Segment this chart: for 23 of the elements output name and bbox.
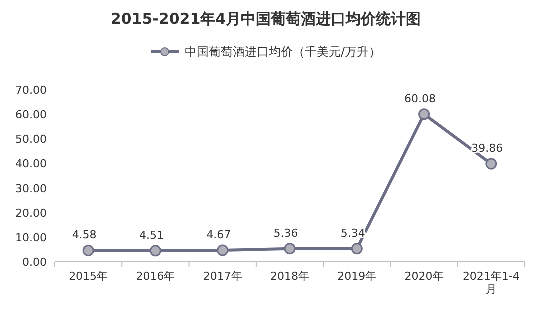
data-label: 60.08 bbox=[404, 92, 436, 106]
xtick: 2015年 bbox=[69, 270, 108, 283]
ytick: 40.00 bbox=[16, 158, 47, 171]
ytick: 30.00 bbox=[16, 182, 47, 196]
ytick: 50.00 bbox=[16, 133, 47, 146]
ytick: 60.00 bbox=[16, 108, 47, 122]
xtick: 2017年 bbox=[203, 270, 242, 283]
xtick: 2021年1-4月 bbox=[462, 270, 520, 296]
legend: 中国葡萄酒进口均价（千美元/万升） bbox=[150, 45, 382, 59]
data-label: 4.58 bbox=[72, 228, 97, 242]
xtick: 2018年 bbox=[270, 270, 310, 283]
ytick: 70.00 bbox=[16, 84, 47, 97]
xtick: 2020年 bbox=[404, 270, 444, 283]
ytick: 20.00 bbox=[16, 206, 47, 220]
data-label: 4.51 bbox=[139, 228, 164, 242]
xtick: 2019年 bbox=[338, 270, 377, 283]
title: 2015-2021年4月中国葡萄酒进口均价统计图 bbox=[110, 10, 422, 28]
data-label: 4.67 bbox=[206, 228, 232, 242]
data-label: 5.36 bbox=[274, 226, 298, 240]
data-label: 39.86 bbox=[472, 142, 504, 156]
xtick: 2016年 bbox=[136, 270, 176, 283]
ytick: 10.00 bbox=[16, 231, 47, 244]
ytick: 0.00 bbox=[22, 256, 47, 269]
